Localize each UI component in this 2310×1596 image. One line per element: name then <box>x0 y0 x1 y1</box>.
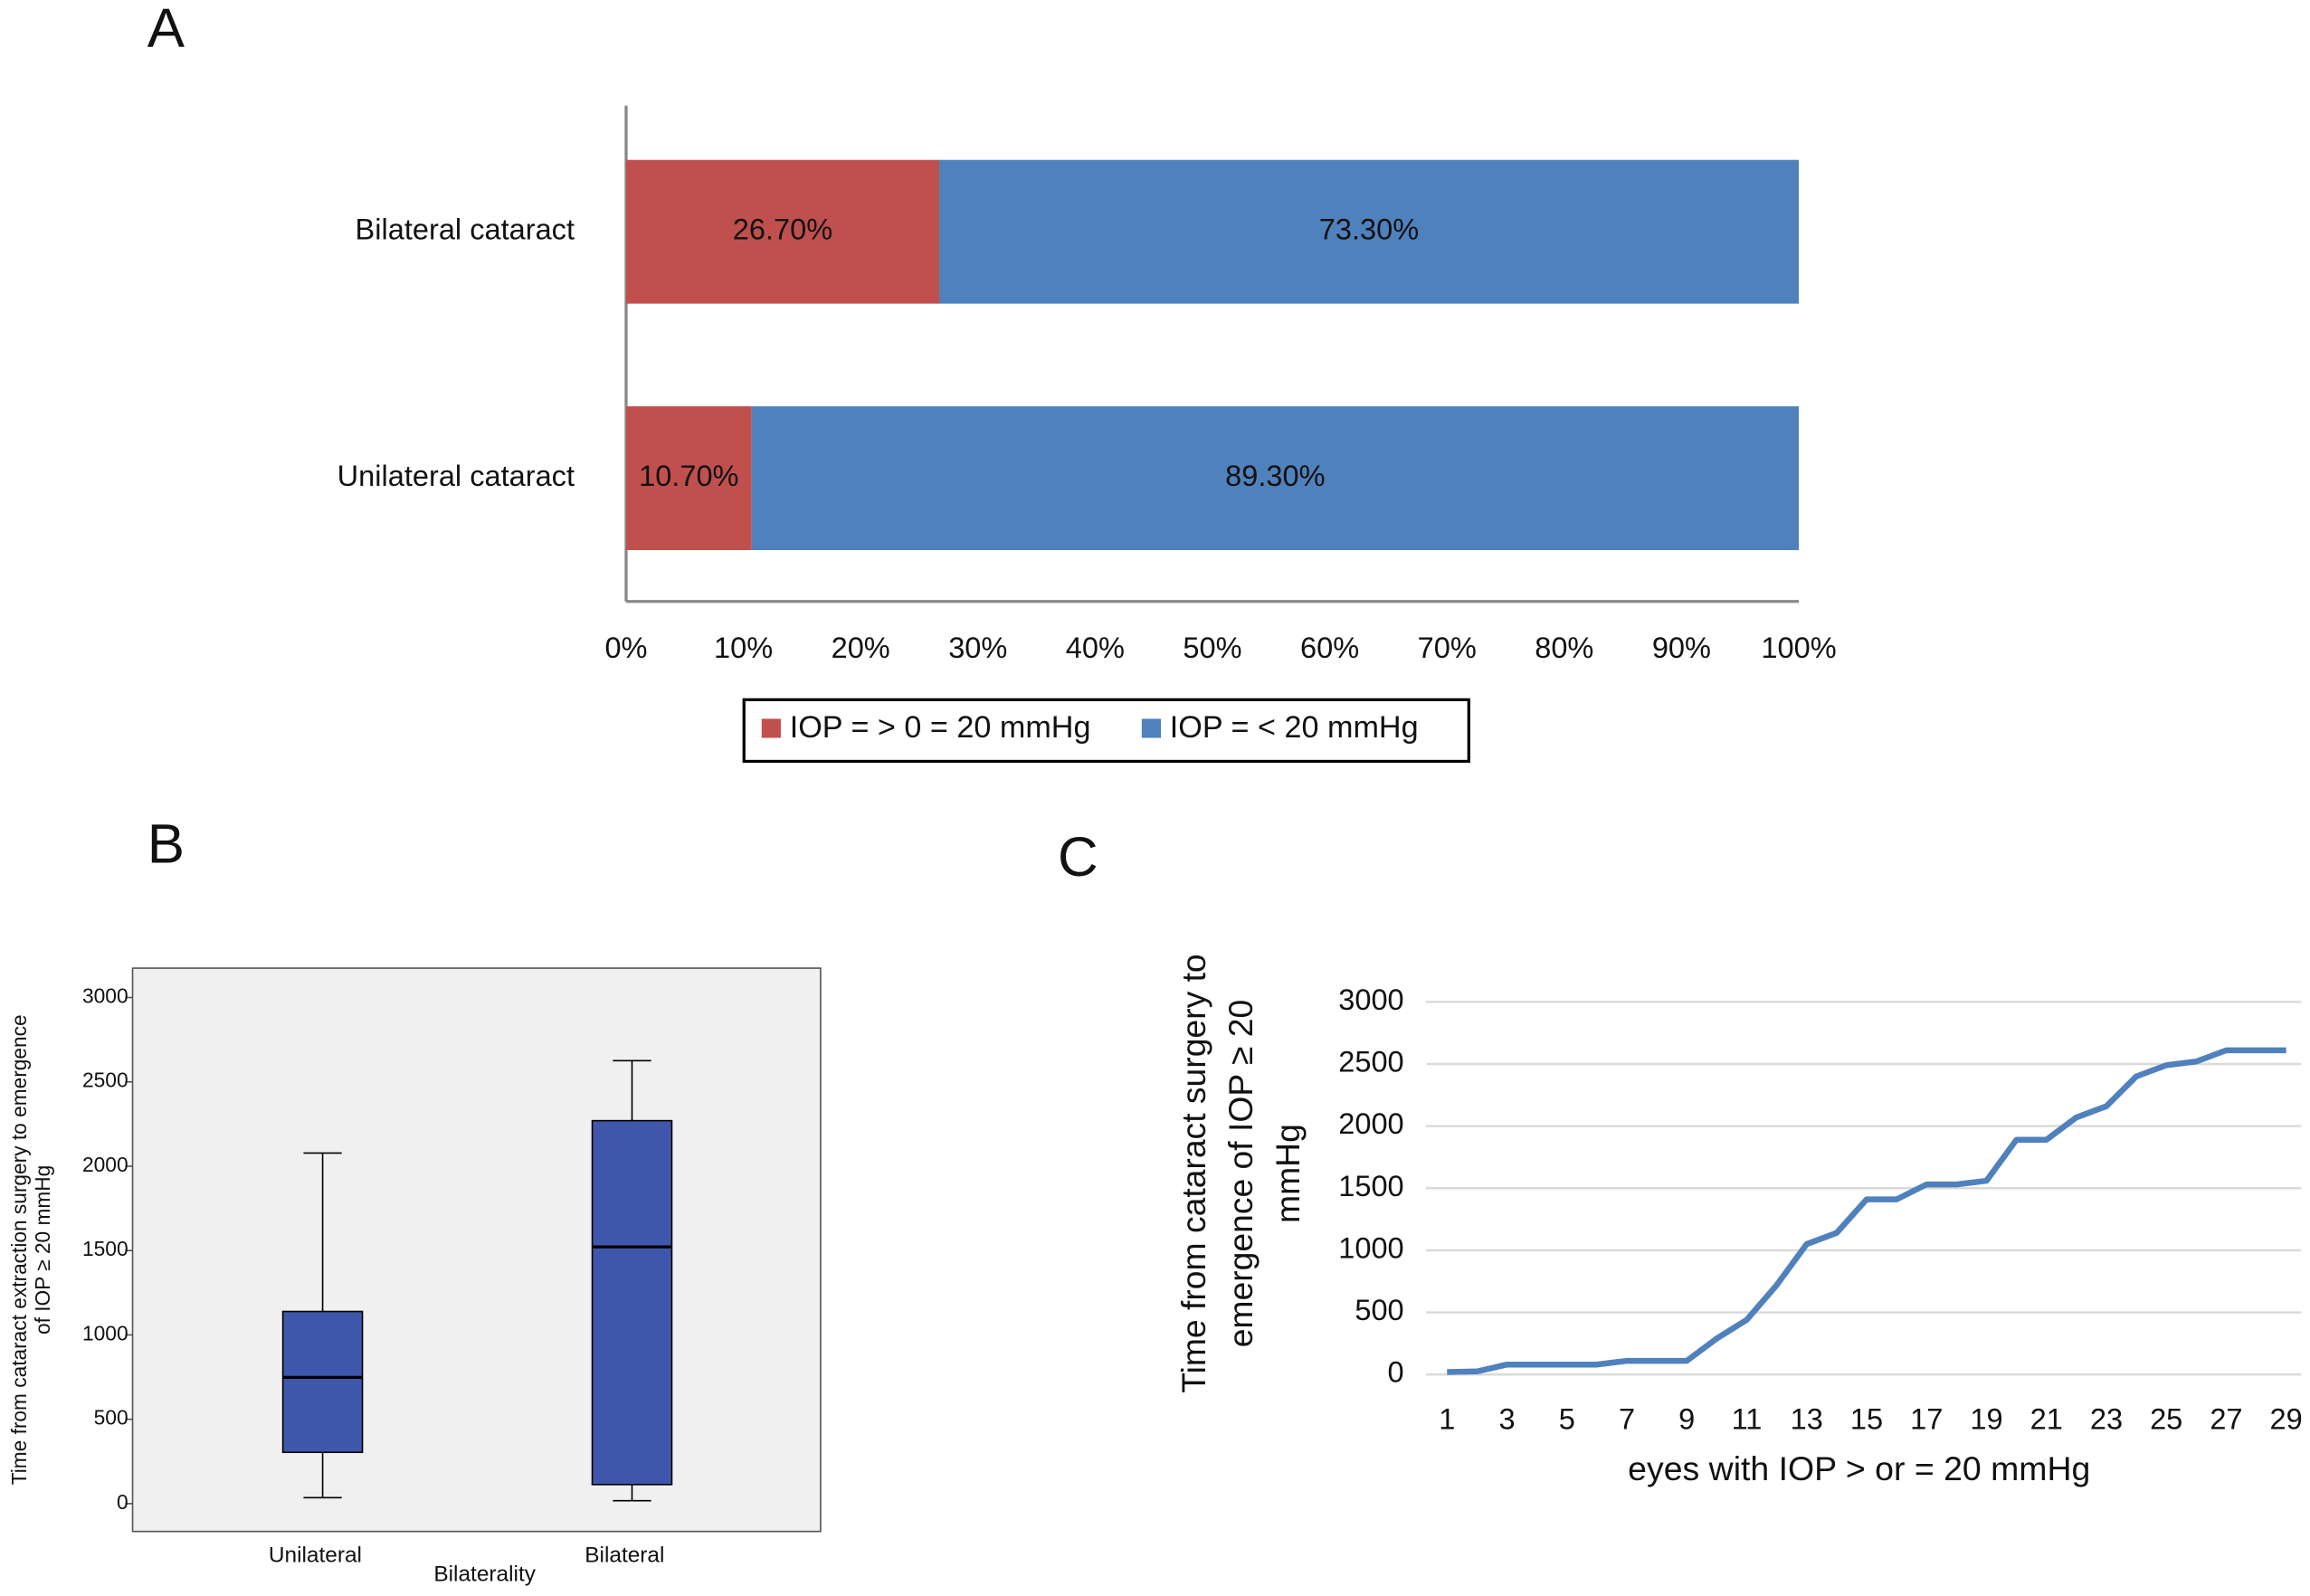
panel-label: B <box>147 813 185 876</box>
legend-swatch <box>1141 718 1162 738</box>
y-tick-label: 2000 <box>82 1153 128 1176</box>
y-tick-label: 2500 <box>1338 1046 1403 1078</box>
x-tick-label: 30% <box>948 632 1007 664</box>
value-label: 26.70% <box>733 214 832 246</box>
y-tick-label: 500 <box>94 1406 128 1430</box>
value-label: 10.70% <box>639 460 738 492</box>
data-line <box>1447 1047 2286 1375</box>
y-axis-label: Time from cataract surgery to emergence o… <box>1174 954 1307 1392</box>
x-tick-label: 15 <box>1850 1403 1883 1436</box>
bar-segment <box>625 406 752 550</box>
x-tick-label: Unilateral <box>269 1544 362 1568</box>
x-tick-label: 10% <box>714 632 773 664</box>
x-tick-label: 19 <box>1970 1403 2002 1436</box>
y-tick-label: 3000 <box>82 984 128 1008</box>
y-tick-label: 0 <box>117 1490 128 1514</box>
bar-segment <box>939 159 1800 304</box>
y-axis-label: Time from cataract extraction surgery to… <box>7 1014 54 1485</box>
plot-area <box>131 967 822 1533</box>
x-tick-label: 90% <box>1652 632 1711 664</box>
x-tick-label: 23 <box>2090 1403 2123 1436</box>
x-tick-label: 13 <box>1791 1403 1823 1436</box>
x-tick-label: 1 <box>1439 1403 1455 1436</box>
legend-label: IOP = > 0 = 20 mmHg <box>790 710 1091 745</box>
bar-segment <box>625 159 940 304</box>
y-axis-label-line: Time from cataract extraction surgery to… <box>7 1014 31 1485</box>
x-tick-label: 50% <box>1183 632 1241 664</box>
y-tick-label: 1500 <box>1338 1170 1403 1202</box>
y-tick-label: 1000 <box>1338 1232 1403 1265</box>
value-label: 89.30% <box>1225 460 1325 492</box>
y-tick-label: 2500 <box>82 1069 128 1092</box>
x-tick-label: 100% <box>1761 632 1836 664</box>
y-axis-label-line: of IOP ≥ 20 mmHg <box>31 1165 54 1335</box>
x-tick-label: 27 <box>2210 1403 2242 1436</box>
legend-swatch <box>761 718 781 738</box>
x-tick-label: Bilateral <box>585 1544 664 1568</box>
box <box>281 1310 364 1454</box>
x-tick-label: 20% <box>832 632 890 664</box>
x-tick-label: 40% <box>1066 632 1125 664</box>
x-tick-label: 3 <box>1498 1403 1515 1436</box>
legend-box <box>742 698 1470 764</box>
x-tick-label: 0% <box>604 632 647 664</box>
y-axis-label-line: Time from cataract surgery to <box>1174 954 1212 1392</box>
x-tick-label: 60% <box>1300 632 1359 664</box>
y-tick-label: 1500 <box>82 1237 128 1260</box>
x-tick-label: 29 <box>2270 1403 2303 1436</box>
y-tick-label: 3000 <box>1338 983 1403 1016</box>
x-axis-label: Bilaterality <box>433 1563 536 1587</box>
bar-segment <box>751 406 1800 550</box>
y-tick-label: 500 <box>1355 1294 1403 1326</box>
category-label: Unilateral cataract <box>337 460 575 492</box>
category-label: Bilateral cataract <box>356 214 575 246</box>
panel-label: C <box>1058 826 1098 888</box>
y-axis-label-line: emergence of IOP ≥ 20 <box>1222 1000 1260 1348</box>
x-tick-label: 17 <box>1910 1403 1943 1436</box>
y-tick-label: 1000 <box>82 1321 128 1344</box>
x-tick-label: 80% <box>1535 632 1593 664</box>
x-tick-label: 5 <box>1559 1403 1575 1436</box>
box <box>591 1119 673 1486</box>
panel-label: A <box>147 0 185 60</box>
value-label: 73.30% <box>1319 214 1419 246</box>
legend-label: IOP = < 20 mmHg <box>1170 710 1419 745</box>
x-tick-label: 70% <box>1418 632 1477 664</box>
y-tick-label: 2000 <box>1338 1107 1403 1140</box>
x-tick-label: 25 <box>2150 1403 2182 1436</box>
x-tick-label: 21 <box>2030 1403 2063 1436</box>
x-axis-label: eyes with IOP > or = 20 mmHg <box>1628 1449 2090 1487</box>
x-tick-label: 7 <box>1619 1403 1635 1436</box>
x-tick-label: 11 <box>1732 1403 1763 1436</box>
x-tick-label: 9 <box>1678 1403 1695 1436</box>
y-axis-label-line: mmHg <box>1269 1124 1307 1223</box>
y-tick-label: 0 <box>1388 1356 1404 1389</box>
